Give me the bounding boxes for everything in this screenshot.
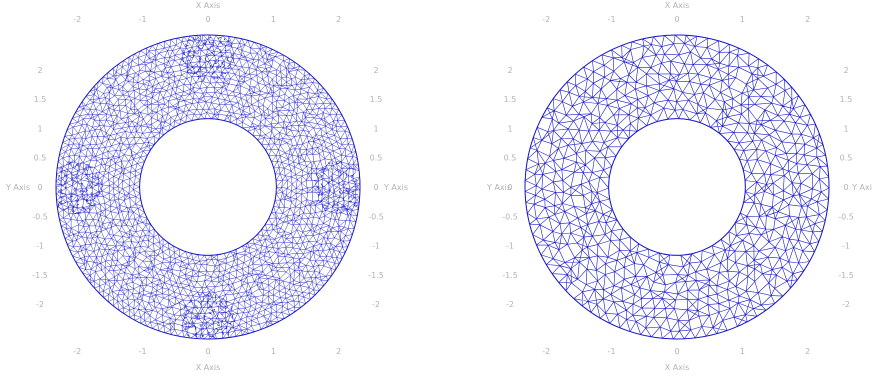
x-tick-top: -1 — [608, 15, 616, 24]
right-annulus-mesh — [524, 34, 830, 340]
y-tick-right: 2 — [843, 66, 848, 75]
y-tick-left: -1.5 — [502, 271, 518, 280]
y-tick-right: -0.5 — [368, 212, 384, 221]
x-tick-bottom: -1 — [608, 347, 616, 356]
x-tick-top: 0 — [205, 15, 210, 24]
x-tick-bottom: 1 — [740, 347, 745, 356]
y-tick-left: -0.5 — [502, 212, 518, 221]
y-tick-left: 2 — [507, 66, 512, 75]
x-tick-bottom: 1 — [271, 347, 276, 356]
y-tick-right: -1.5 — [838, 271, 854, 280]
y-tick-right: -1 — [842, 242, 850, 251]
right-x-axis-label-top: X Axis — [665, 1, 690, 10]
y-tick-left: 0.5 — [504, 154, 517, 163]
left-tick-labels: -2 -2 -1 -1 0 0 1 1 2 2 2 2 1.5 1.5 1 1 0.5 0.5 0 0 -0.5 -0.5… — [32, 15, 384, 356]
y-tick-right: 1 — [373, 124, 378, 133]
y-tick-left: 0 — [507, 183, 512, 192]
x-tick-bottom: 0 — [205, 347, 210, 356]
x-tick-bottom: -2 — [73, 347, 81, 356]
outer-boundary — [55, 34, 361, 340]
x-tick-top: 1 — [740, 15, 745, 24]
right-x-axis-label-bottom: X Axis — [665, 363, 690, 372]
x-tick-top: -2 — [73, 15, 81, 24]
x-tick-top: 2 — [336, 15, 341, 24]
y-tick-right: 2 — [373, 66, 378, 75]
inner-boundary — [608, 118, 746, 256]
y-tick-left: 0.5 — [34, 154, 47, 163]
left-y-axis-label-right: Y Axis — [383, 183, 408, 192]
left-y-axis-label-left: Y Axis — [5, 183, 30, 192]
x-tick-top: -2 — [542, 15, 550, 24]
x-tick-bottom: 2 — [805, 347, 810, 356]
y-tick-left: -1 — [506, 242, 514, 251]
left-x-axis-label-bottom: X Axis — [196, 363, 221, 372]
y-tick-left: 2 — [37, 66, 42, 75]
y-tick-right: 1.5 — [370, 95, 383, 104]
x-tick-top: 1 — [271, 15, 276, 24]
refined-mesh-cluster-right — [313, 160, 359, 214]
y-tick-left: 0 — [37, 183, 42, 192]
y-tick-right: 1.5 — [840, 95, 853, 104]
y-tick-right: -2 — [372, 300, 380, 309]
x-tick-bottom: 2 — [336, 347, 341, 356]
y-tick-left: 1 — [507, 124, 512, 133]
x-tick-top: -1 — [139, 15, 147, 24]
x-tick-bottom: 0 — [674, 347, 679, 356]
right-mesh-plot: X Axis X Axis Y Axis Y Axi -2 -2 -1 -1 0 0 1 1 2… — [486, 1, 872, 372]
mesh-edges — [524, 34, 830, 340]
y-tick-right: -0.5 — [838, 212, 854, 221]
right-tick-labels: -2 -2 -1 -1 0 0 1 1 2 2 2 2 1.5 1.5 1 1 0.5 0.5 0 0 -0.5 -0.5… — [502, 15, 854, 356]
left-annulus-mesh — [55, 34, 361, 340]
y-tick-left: -2 — [506, 300, 514, 309]
y-tick-left: -1 — [36, 242, 44, 251]
y-tick-left: 1.5 — [34, 95, 47, 104]
y-tick-right: 0 — [843, 183, 848, 192]
y-tick-right: 0 — [373, 183, 378, 192]
y-tick-right: -2 — [842, 300, 850, 309]
x-tick-top: 0 — [674, 15, 679, 24]
y-tick-left: 1.5 — [504, 95, 517, 104]
outer-boundary — [524, 34, 830, 340]
mesh-edges — [55, 34, 361, 340]
inner-boundary — [139, 118, 277, 256]
x-tick-bottom: -2 — [542, 347, 550, 356]
left-mesh-plot: X Axis X Axis Y Axis Y Axis -2 -2 -1 -1 0 0 1 1… — [5, 1, 408, 372]
y-tick-left: -2 — [36, 300, 44, 309]
refined-mesh-cluster-top — [181, 36, 235, 81]
x-tick-bottom: -1 — [139, 347, 147, 356]
right-y-axis-label-right: Y Axi — [851, 183, 872, 192]
left-x-axis-label-top: X Axis — [196, 1, 221, 10]
y-tick-left: 1 — [37, 124, 42, 133]
refined-mesh-cluster-bottom — [182, 292, 236, 338]
x-tick-top: 2 — [805, 15, 810, 24]
y-tick-right: 1 — [843, 124, 848, 133]
y-tick-right: -1.5 — [368, 271, 384, 280]
refined-mesh-cluster-left — [57, 160, 103, 215]
y-tick-right: 0.5 — [840, 154, 853, 163]
y-tick-left: -1.5 — [32, 271, 48, 280]
right-y-axis-label-left: Y Axis — [486, 183, 511, 192]
y-tick-right: 0.5 — [370, 154, 383, 163]
y-tick-right: -1 — [372, 242, 380, 251]
y-tick-left: -0.5 — [32, 212, 48, 221]
